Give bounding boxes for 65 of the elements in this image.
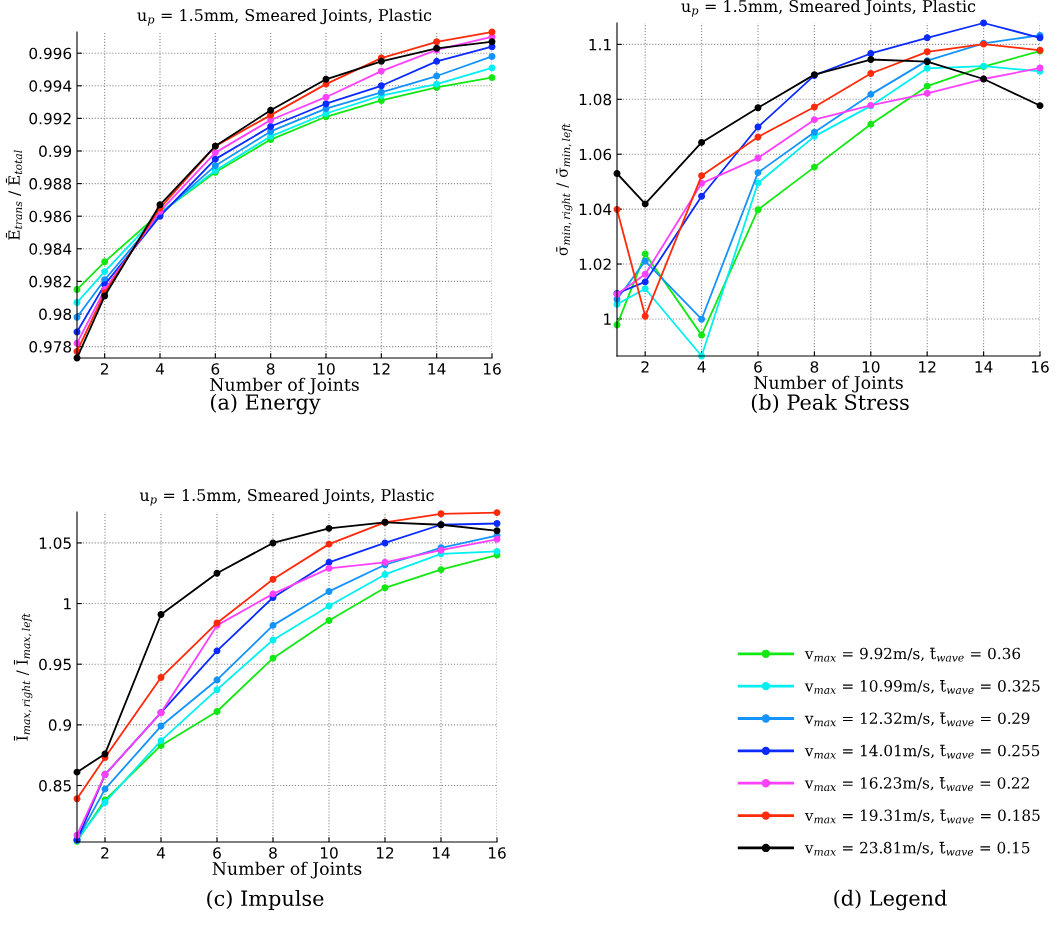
text: (b) Peak Stress [751,393,909,413]
x-tick-label: 6 [213,847,221,859]
x-tick-label: 8 [269,847,277,859]
x-tick-label: 16 [1031,361,1049,373]
text: (a) Energy [210,393,321,415]
x-tick-label: 4 [697,361,706,373]
y-tick-label: 0.85 [39,779,71,792]
legend-label: v$_{max}$ = 16.23m/s, t̄$_{wave}$ = 0.22 [804,777,1029,792]
y-tick-label: 1.02 [579,258,611,271]
x-tick-label: 10 [320,847,338,859]
x-tick-label: 14 [428,363,446,375]
legend-label: v$_{max}$ = 14.01m/s, t̄$_{wave}$ = 0.255 [804,744,1040,759]
x-tick-label: 14 [975,361,993,373]
x-tick-label: 4 [155,363,164,375]
x-tick-label: 12 [376,847,394,859]
y-tick-label: 0.996 [29,47,72,60]
x-tick-label: 6 [211,363,220,375]
y-tick-label: 0.994 [29,80,72,92]
y-tick-label: 0.95 [39,658,71,671]
x-axis-title: Number of Joints [754,375,903,393]
x-tick-label: 8 [266,363,275,375]
chart-title: u$_{p}$ = 1.5mm, Smeared Joints, Plastic [137,8,432,26]
y-tick-label: 0.984 [29,243,72,255]
x-tick-label: 12 [919,361,936,373]
text: (d) Legend [834,889,947,911]
x-axis-title: Number of Joints [212,861,362,879]
y-axis-title: σ̄$_{min,right}$ / σ̄$_{min,left}$ [556,123,573,256]
y-tick-label: 1.1 [589,39,611,51]
y-tick-label: 0.988 [29,178,72,190]
x-tick-label: 10 [317,363,335,375]
legend-label: v$_{max}$ = 23.81m/s, t̄$_{wave}$ = 0.15 [804,841,1030,856]
x-tick-label: 2 [641,361,649,373]
chart-title: u$_{p}$ = 1.5mm, Smeared Joints, Plastic [139,488,434,506]
y-axis-title: Ī$_{max,right}$ / Ī$_{max,left}$ [13,613,33,741]
y-tick-label: 0.986 [29,210,72,223]
x-axis-title: Number of Joints [210,377,359,395]
y-axis-title: Ē$_{trans}$ / Ē$_{total}$ [5,150,23,240]
x-tick-label: 8 [810,361,819,373]
chart-title: u$_{p}$ = 1.5mm, Smeared Joints, Plastic [681,0,976,17]
x-tick-label: 16 [483,363,501,375]
legend-label: v$_{max}$ = 9.92m/s, t̄$_{wave}$ = 0.36 [804,647,1021,662]
y-tick-label: 0.982 [29,275,71,288]
y-tick-label: 0.978 [29,341,72,353]
y-tick-label: 1.06 [579,148,612,161]
legend-label: v$_{max}$ = 19.31m/s, t̄$_{wave}$ = 0.185 [804,809,1040,824]
x-tick-label: 2 [100,363,108,375]
y-tick-label: 0.9 [48,719,72,731]
x-tick-label: 12 [373,363,390,375]
y-tick-label: 1.04 [579,203,612,216]
y-tick-label: 1.08 [579,93,612,106]
x-tick-label: 16 [488,847,506,859]
text: (c) Impulse [207,889,324,911]
y-tick-label: 0.99 [39,145,72,158]
y-tick-label: 0.98 [39,308,72,321]
x-tick-label: 14 [432,847,450,859]
legend-label: v$_{max}$ = 12.32m/s, t̄$_{wave}$ = 0.29 [804,712,1030,727]
y-tick-label: 1.05 [39,537,71,549]
x-tick-label: 10 [862,361,880,373]
y-tick-label: 0.992 [29,112,71,125]
y-tick-label: 1 [604,313,611,325]
x-tick-label: 2 [101,847,109,859]
x-tick-label: 6 [754,361,762,373]
y-tick-label: 1 [64,598,71,610]
legend-label: v$_{max}$ = 10.99m/s, t̄$_{wave}$ = 0.325 [804,680,1040,694]
x-tick-label: 4 [156,847,165,859]
